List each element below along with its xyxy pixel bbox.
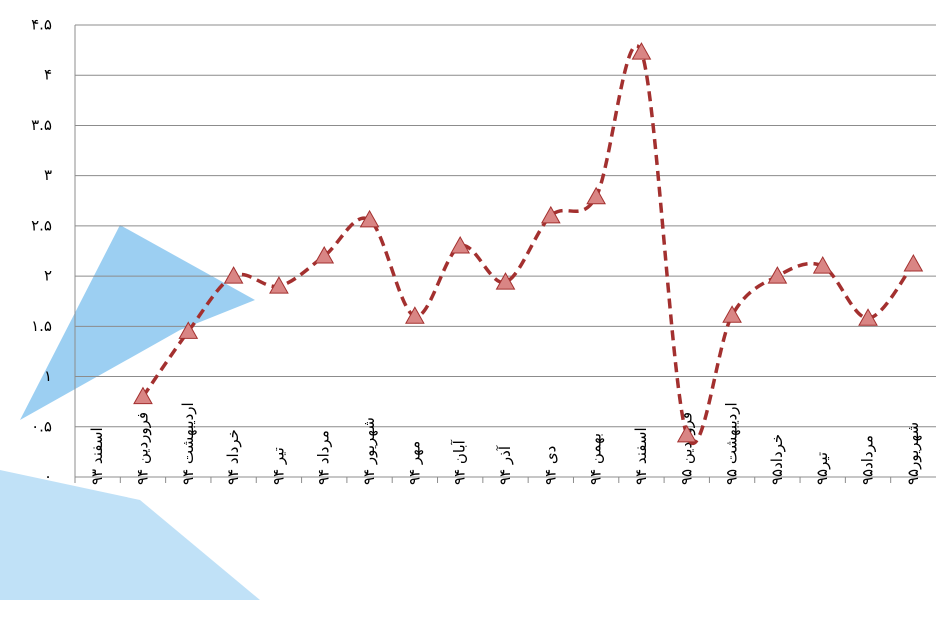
marker [223,266,244,284]
x-tick-label: مرداد ۹۴ [315,430,333,485]
marker [676,424,697,443]
marker [133,386,153,405]
y-tick-label: ۰.۵ [31,417,52,435]
watermark-shape [20,225,255,420]
y-tick-label: ۱ [44,367,52,385]
y-tick-label: ۲ [44,267,52,285]
marker [450,235,471,254]
x-tick-label: اردیبهشت ۹۴ [179,402,197,485]
x-tick-label: شهریور۹۵ [904,422,922,485]
x-tick-label: اسفند ۹۴ [632,427,650,485]
x-tick-label: تیر ۹۴ [269,447,287,485]
marker [858,308,878,326]
x-tick-label: فروردین ۹۴ [133,412,151,485]
marker [812,256,833,274]
y-tick-label: ۴.۵ [31,16,52,34]
x-tick-label: مرداد۹۵ [859,435,877,485]
x-tick-label: اردیبهشت ۹۵ [723,402,741,485]
marker [495,272,516,290]
marker [586,186,606,205]
y-tick-label: ۴ [44,66,52,84]
marker [269,276,289,294]
y-tick-label: ۲.۵ [31,216,52,234]
x-tick-label: تیر۹۵ [813,452,831,485]
x-tick-label: خرداد۹۵ [768,434,786,485]
x-tick-label: شهریور ۹۴ [360,417,378,485]
watermark-shape [0,470,260,600]
data-line [141,44,915,446]
marker [359,209,380,228]
x-tick-label: آبان ۹۴ [451,439,469,485]
x-tick-label: بهمن ۹۴ [587,433,605,485]
x-tick-label: مهر ۹۴ [405,441,423,485]
marker [178,321,199,339]
marker [540,205,561,224]
y-tick-label: ۱.۵ [31,317,52,335]
marker [903,254,924,272]
y-tick-label: ۳ [44,166,52,184]
x-tick-label: آذر ۹۴ [496,445,514,485]
y-tick-label: ۳.۵ [31,116,52,134]
x-tick-label: دی ۹۴ [541,446,559,485]
marker [767,266,788,284]
y-tick-label: ۰ [44,468,52,486]
marker [314,246,335,264]
marker [722,305,742,323]
x-tick-label: اسفند ۹۳ [88,427,106,485]
x-tick-label: خرداد ۹۴ [224,429,242,485]
marker [631,42,652,60]
x-tick-label: فروردین ۹۵ [677,412,695,485]
marker [405,306,425,324]
